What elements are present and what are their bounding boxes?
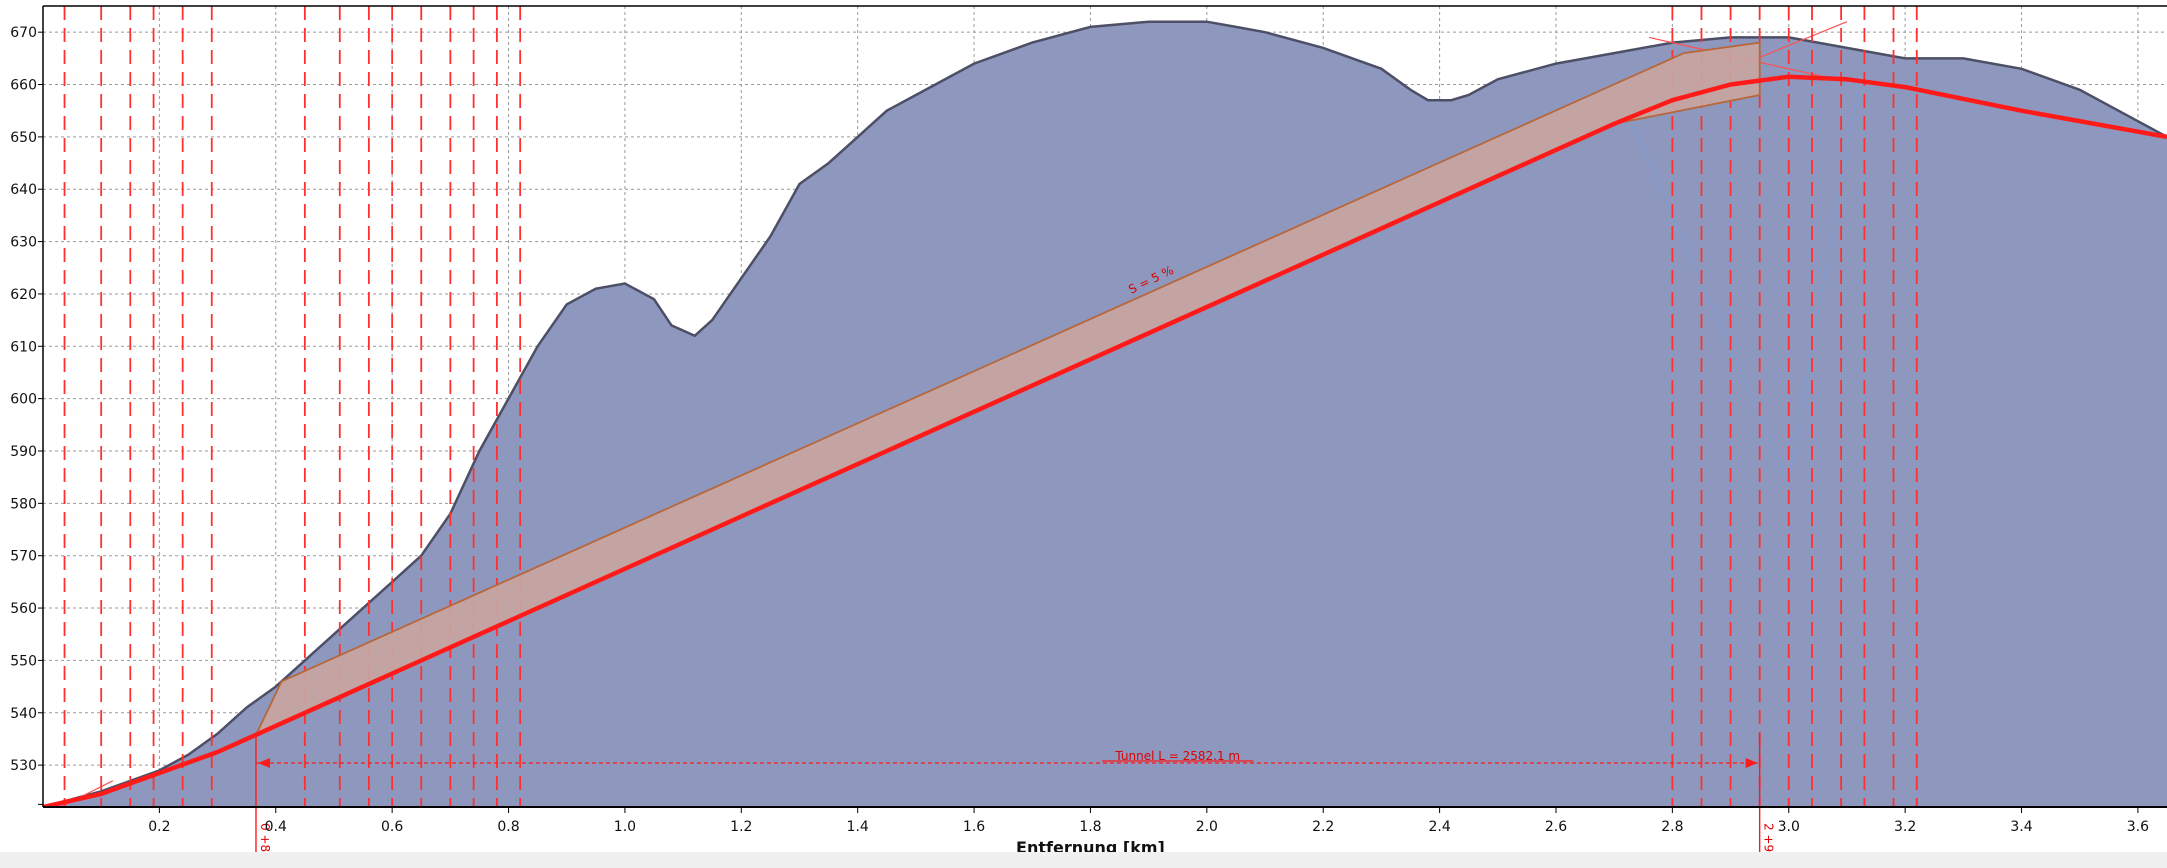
portal-marker-label: 0 +86.5 [258, 823, 272, 852]
x-tick-label: 2.2 [1312, 819, 1334, 835]
portal-markers: 0 +86.5 2 +96.6 [255, 733, 1776, 852]
x-tick-label: 3.6 [2127, 819, 2149, 835]
y-tick-label: 580 [10, 496, 37, 512]
x-tick-label: 0.2 [148, 819, 170, 835]
y-tick-label: 540 [10, 706, 37, 722]
y-tick-label: 630 [10, 235, 37, 251]
y-tick-label: 570 [10, 549, 37, 565]
y-tick-label: 550 [10, 653, 37, 669]
x-tick-label: 0.8 [497, 819, 519, 835]
x-tick-label: 2.4 [1428, 819, 1450, 835]
x-tick-label: 2.0 [1196, 819, 1218, 835]
y-tick-label: 620 [10, 287, 37, 303]
station-lines [63, 6, 1918, 807]
x-tick-label: 0.6 [381, 819, 403, 835]
y-tick-label: 600 [10, 392, 37, 408]
x-tick-label: 1.4 [847, 819, 869, 835]
tunnel-alignment [43, 74, 2167, 807]
x-tick-label: 1.0 [614, 819, 636, 835]
axes: 530 540 550 560 570 580 590 600 610 620 630 640 650 6… [10, 5, 2167, 835]
terrain-fill [43, 21, 2167, 807]
x-tick-label: 0.4 [265, 819, 287, 835]
y-tick-label: 590 [10, 444, 37, 460]
y-tick-label: 610 [10, 339, 37, 355]
aux-line [1631, 120, 1790, 483]
x-axis-title: Entfernung [km] [1016, 838, 1165, 852]
y-tick-label: 560 [10, 601, 37, 617]
x-tick-label: 1.6 [963, 819, 985, 835]
x-tick-label: 3.0 [1778, 819, 1800, 835]
y-tick-label: 650 [10, 130, 37, 146]
x-tick-label: 1.8 [1079, 819, 1101, 835]
portal-marker-label: 2 +96.6 [1762, 823, 1776, 852]
x-tick-label: 1.2 [730, 819, 752, 835]
x-tick-label: 2.6 [1545, 819, 1567, 835]
y-tick-label: 530 [10, 758, 37, 774]
dimension-arrow-left [257, 758, 270, 769]
status-strip [0, 852, 2167, 868]
y-tick-label: 660 [10, 78, 37, 94]
alignment-line [43, 74, 2167, 807]
x-tick-label: 3.2 [1894, 819, 1916, 835]
y-tick-label: 670 [10, 25, 37, 41]
x-tick-label: 3.4 [2010, 819, 2032, 835]
x-tick-label: 2.8 [1661, 819, 1683, 835]
aux-line [1788, 84, 1860, 483]
tunnel-length-label: Tunnel L = 2582.1 m [1114, 749, 1240, 763]
dimension-arrow-right [1745, 758, 1758, 769]
y-tick-label: 640 [10, 182, 37, 198]
